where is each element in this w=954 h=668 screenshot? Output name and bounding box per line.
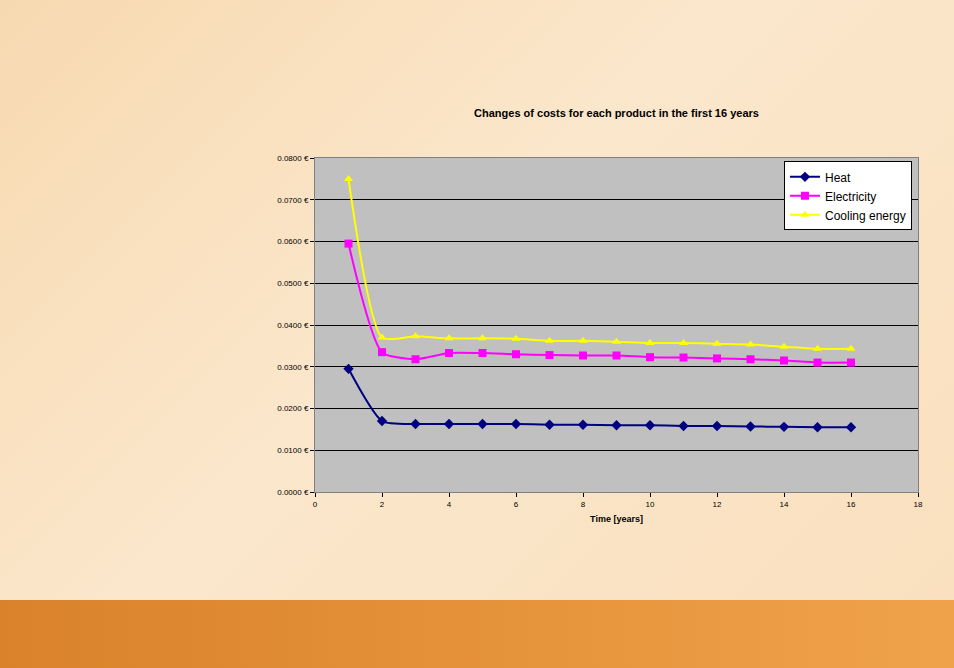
svg-text:8: 8 — [581, 500, 586, 509]
svg-text:6: 6 — [514, 500, 519, 509]
svg-text:0.0600 €: 0.0600 € — [277, 237, 309, 246]
svg-text:4: 4 — [447, 500, 452, 509]
svg-text:10: 10 — [646, 500, 655, 509]
svg-text:12: 12 — [713, 500, 722, 509]
svg-text:Cooling energy: Cooling energy — [825, 209, 906, 223]
svg-text:0.0300 €: 0.0300 € — [277, 363, 309, 372]
svg-text:16: 16 — [847, 500, 856, 509]
svg-text:0.0800 €: 0.0800 € — [277, 154, 309, 163]
svg-text:Heat: Heat — [825, 171, 851, 185]
svg-text:Time [years]: Time [years] — [590, 514, 643, 524]
svg-text:0.0100 €: 0.0100 € — [277, 446, 309, 455]
svg-text:14: 14 — [780, 500, 789, 509]
svg-text:0.0000 €: 0.0000 € — [277, 488, 309, 497]
svg-text:0.0200 €: 0.0200 € — [277, 404, 309, 413]
svg-text:0.0400 €: 0.0400 € — [277, 321, 309, 330]
svg-text:0: 0 — [313, 500, 318, 509]
svg-text:0.0500 €: 0.0500 € — [277, 279, 309, 288]
svg-text:Electricity: Electricity — [825, 190, 876, 204]
svg-text:18: 18 — [914, 500, 923, 509]
svg-text:2: 2 — [380, 500, 385, 509]
svg-text:Changes of costs for each prod: Changes of costs for each product in the… — [474, 107, 759, 119]
svg-text:0.0700 €: 0.0700 € — [277, 196, 309, 205]
